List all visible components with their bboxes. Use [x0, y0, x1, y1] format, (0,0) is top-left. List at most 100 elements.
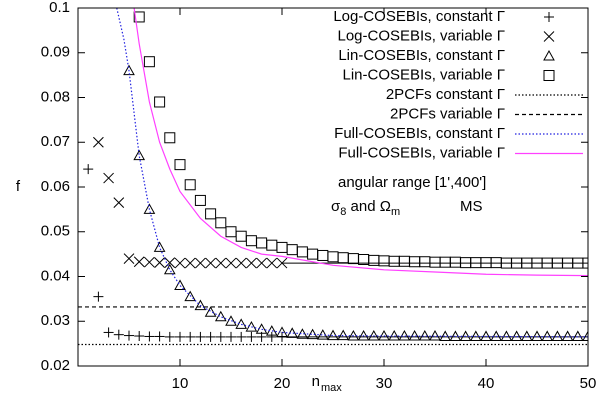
- annotation: σ: [331, 198, 341, 215]
- annotation: MS: [460, 198, 483, 215]
- marker: [205, 257, 216, 269]
- marker-stroke: [144, 256, 155, 268]
- marker-shape: [388, 255, 400, 267]
- marker-shape: [184, 179, 196, 191]
- annotation: σ8 and Ωm: [331, 198, 400, 218]
- marker: [215, 257, 227, 269]
- annotation: and Ω: [346, 198, 391, 215]
- marker-shape: [317, 249, 329, 261]
- marker-shape: [204, 306, 217, 317]
- marker-stroke: [174, 257, 186, 269]
- marker-shape: [520, 330, 533, 341]
- y-tick-label: 0.04: [41, 267, 70, 284]
- marker: [541, 330, 554, 341]
- marker: [154, 331, 165, 342]
- marker: [316, 329, 329, 340]
- marker: [449, 256, 461, 268]
- marker: [164, 331, 175, 342]
- marker-shape: [153, 241, 166, 252]
- marker: [256, 237, 268, 249]
- marker: [582, 257, 588, 269]
- marker-shape: [184, 290, 197, 302]
- marker: [144, 331, 155, 342]
- marker-shape: [337, 252, 349, 264]
- marker: [510, 330, 523, 341]
- marker: [143, 203, 156, 214]
- marker-stroke: [266, 257, 278, 269]
- marker: [561, 330, 574, 341]
- marker-shape: [327, 329, 339, 341]
- plot: [78, 8, 588, 346]
- marker: [184, 257, 196, 269]
- marker-shape: [225, 226, 237, 238]
- legend-label: Log-COSEBIs, variable Γ: [338, 27, 506, 44]
- y-tick-label: 0.09: [41, 44, 70, 61]
- marker: [418, 329, 431, 341]
- marker-shape: [408, 329, 421, 341]
- marker: [235, 230, 247, 242]
- marker-shape: [194, 299, 207, 311]
- marker: [225, 315, 237, 326]
- marker-shape: [225, 315, 237, 326]
- marker: [409, 256, 421, 268]
- marker-shape: [154, 96, 166, 108]
- marker: [388, 255, 400, 267]
- y-tick-label: 0.1: [49, 0, 70, 16]
- marker-stroke: [276, 257, 288, 269]
- marker: [184, 290, 197, 302]
- marker: [154, 257, 165, 268]
- y-tick-label: 0.02: [41, 357, 70, 374]
- marker: [124, 330, 134, 341]
- marker-shape: [286, 244, 298, 256]
- marker: [205, 331, 216, 342]
- marker: [286, 327, 299, 338]
- marker: [347, 253, 359, 265]
- x-axis-label-sub: max: [321, 382, 342, 394]
- marker-stroke: [184, 257, 196, 269]
- y-tick-label: 0.07: [41, 133, 70, 150]
- marker: [154, 96, 166, 108]
- marker-shape: [449, 256, 461, 268]
- marker: [235, 257, 247, 269]
- marker-stroke: [215, 257, 227, 269]
- marker-shape: [510, 330, 523, 341]
- legend-label: 2PCFs constant Γ: [386, 86, 505, 103]
- x-tick-label: 20: [274, 375, 291, 392]
- marker: [113, 197, 125, 209]
- marker-shape: [439, 330, 452, 341]
- y-tick-label: 0.03: [41, 312, 70, 329]
- marker: [337, 252, 349, 264]
- y-tick-label: 0.05: [41, 223, 70, 240]
- marker-stroke: [103, 172, 114, 184]
- marker: [429, 329, 441, 341]
- marker-shape: [245, 235, 257, 247]
- x-axis-label: n: [312, 373, 320, 390]
- marker: [163, 263, 176, 275]
- x-tick-label: 40: [478, 375, 495, 392]
- marker-shape: [266, 239, 278, 251]
- marker-shape: [480, 330, 492, 341]
- marker-shape: [582, 257, 588, 269]
- marker-shape: [409, 256, 421, 268]
- marker-shape: [214, 310, 227, 322]
- marker: [214, 310, 227, 322]
- marker: [357, 329, 370, 341]
- marker-shape: [368, 254, 380, 266]
- marker-shape: [235, 230, 247, 242]
- annotation: angular range [1',400']: [338, 174, 486, 191]
- marker: [398, 255, 410, 267]
- marker-stroke: [235, 257, 247, 269]
- marker-shape: [143, 56, 155, 68]
- annotation: 8: [340, 206, 346, 218]
- x-tick-label: 30: [376, 375, 393, 392]
- marker-stroke: [225, 257, 237, 269]
- marker: [236, 331, 247, 342]
- marker-shape: [398, 255, 410, 267]
- marker-shape: [561, 330, 574, 341]
- marker: [367, 329, 380, 341]
- marker: [582, 330, 588, 341]
- marker: [93, 291, 104, 302]
- marker: [327, 329, 339, 341]
- marker: [133, 256, 145, 268]
- marker: [123, 253, 135, 264]
